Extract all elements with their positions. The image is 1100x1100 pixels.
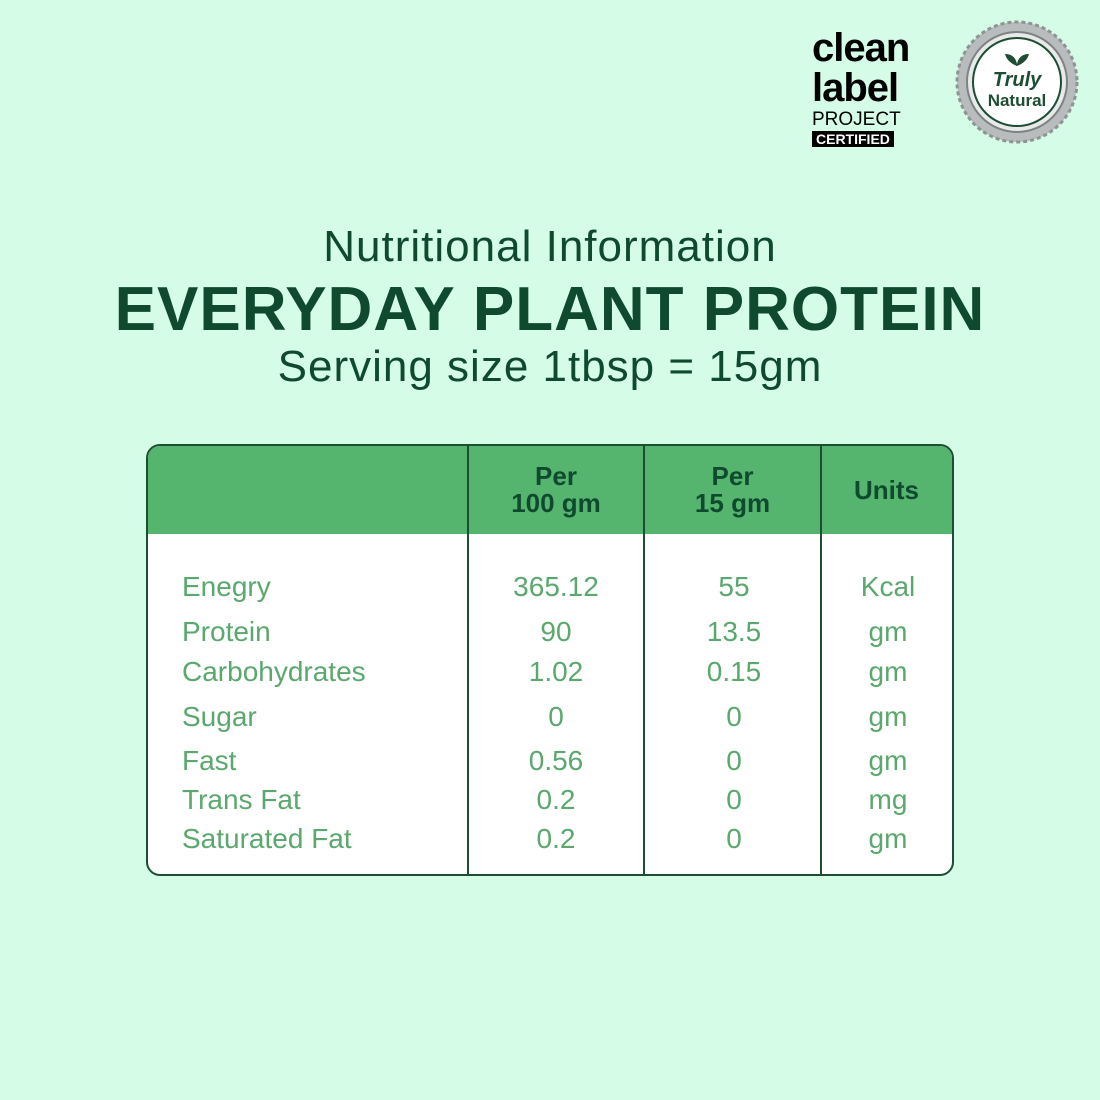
clean-label-logo: clean label PROJECT CERTIFIED bbox=[812, 28, 932, 149]
header-line: Per bbox=[711, 461, 754, 491]
cell-value: mg bbox=[868, 784, 908, 815]
nutrition-table: Per 100 gm Per 15 gm Units Enegry 365.12 55 Kcal… bbox=[146, 444, 954, 876]
table-header bbox=[148, 446, 952, 534]
row-label: Protein bbox=[182, 616, 271, 647]
cell-value: gm bbox=[868, 656, 908, 687]
column-divider bbox=[820, 446, 822, 874]
row-label: Saturated Fat bbox=[182, 823, 352, 854]
logo-text: label bbox=[812, 66, 899, 110]
row-label: Trans Fat bbox=[182, 784, 301, 815]
cell-value: 0 bbox=[726, 701, 742, 732]
cell-value: gm bbox=[868, 616, 908, 647]
title: Nutritional Information bbox=[323, 222, 777, 271]
header-line: Units bbox=[854, 474, 919, 505]
row-label: Carbohydrates bbox=[182, 656, 366, 687]
cell-value: gm bbox=[868, 823, 908, 854]
cell-value: gm bbox=[868, 745, 908, 776]
cell-value: Kcal bbox=[860, 571, 916, 602]
cell-value: 0 bbox=[548, 701, 564, 732]
cell-value: 0 bbox=[726, 784, 742, 815]
truly-natural-badge: Truly Natural bbox=[955, 20, 1079, 144]
cell-value: gm bbox=[868, 701, 908, 732]
cell-value: 90 bbox=[540, 616, 572, 647]
cell-value: 55 bbox=[718, 571, 750, 602]
cell-value: 0.2 bbox=[536, 784, 576, 815]
header-line: 100 gm bbox=[511, 488, 601, 518]
row-label: Fast bbox=[182, 745, 237, 776]
header-line: Per bbox=[535, 461, 577, 491]
column-header: Per 100 gm bbox=[468, 446, 644, 534]
cell-value: 0.2 bbox=[536, 823, 576, 854]
cell-value: 0.56 bbox=[528, 745, 584, 776]
cell-value: 0.15 bbox=[706, 656, 762, 687]
serving-size: Serving size 1tbsp = 15gm bbox=[277, 342, 823, 391]
cell-value: 13.5 bbox=[706, 616, 762, 647]
logo-badge: CERTIFIED bbox=[812, 131, 894, 147]
row-label: Enegry bbox=[182, 571, 271, 602]
column-divider bbox=[643, 446, 645, 874]
column-header: Per 15 gm bbox=[644, 446, 821, 534]
logo-text: PROJECT bbox=[812, 109, 901, 130]
column-header: Units bbox=[821, 446, 952, 534]
cell-value: 1.02 bbox=[528, 656, 584, 687]
cell-value: 0 bbox=[726, 745, 742, 776]
column-divider bbox=[467, 446, 469, 874]
logo-text: clean bbox=[812, 26, 910, 70]
cell-value: 365.12 bbox=[513, 571, 599, 602]
header-line: 15 gm bbox=[694, 488, 771, 518]
product-name: EVERYDAY PLANT PROTEIN bbox=[114, 275, 986, 344]
badge-text: Truly bbox=[993, 69, 1042, 91]
badge-text: Natural bbox=[988, 91, 1047, 110]
cell-value: 0 bbox=[726, 823, 742, 854]
row-label: Sugar bbox=[182, 701, 257, 732]
